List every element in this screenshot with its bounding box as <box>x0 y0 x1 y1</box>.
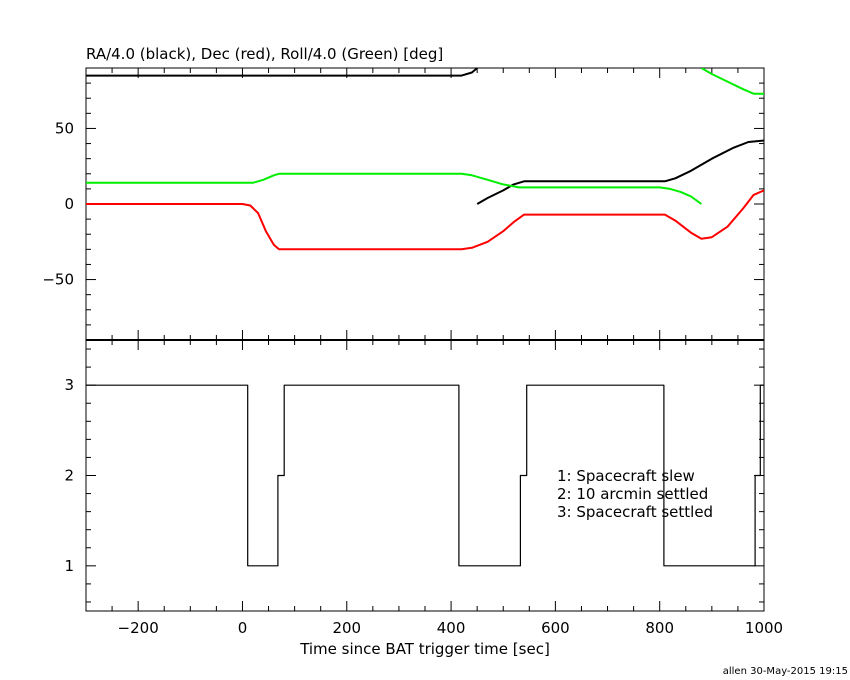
x-tick-label: 0 <box>238 619 248 637</box>
x-axis-label: Time since BAT trigger time [sec] <box>299 640 550 658</box>
top-axis-ticks <box>85 67 765 341</box>
series-line <box>700 68 764 95</box>
y-tick-label: 2 <box>64 467 74 485</box>
series-line <box>86 189 764 251</box>
top-chart-title: RA/4.0 (black), Dec (red), Roll/4.0 (Gre… <box>86 45 443 63</box>
y-tick-label: 0 <box>64 195 74 213</box>
series-line <box>86 68 478 77</box>
top-y-tick-labels: 50 0 −50 <box>42 119 74 288</box>
x-tick-label: 1000 <box>745 619 783 637</box>
x-tick-label: 400 <box>437 619 466 637</box>
y-tick-label: 50 <box>55 119 74 137</box>
y-tick-label: −50 <box>42 271 74 289</box>
x-tick-labels: −200 0 200 400 600 800 1000 <box>118 619 784 637</box>
series-line <box>86 384 764 567</box>
y-tick-label: 3 <box>64 376 74 394</box>
legend-item-slew: 1: Spacecraft slew <box>557 467 695 485</box>
legend-item-10arcmin: 2: 10 arcmin settled <box>557 485 708 503</box>
x-tick-label: 600 <box>541 619 570 637</box>
x-tick-label: 800 <box>645 619 674 637</box>
bottom-series-group <box>86 384 764 567</box>
bottom-axis-ticks <box>85 340 765 611</box>
legend: 1: Spacecraft slew 2: 10 arcmin settled … <box>557 467 713 521</box>
footer-credit: allen 30-May-2015 19:15 <box>723 666 848 677</box>
x-tick-label: −200 <box>118 619 159 637</box>
y-tick-label: 1 <box>64 557 74 575</box>
series-line <box>476 139 764 205</box>
legend-item-settled: 3: Spacecraft settled <box>557 503 713 521</box>
series-line <box>86 172 702 205</box>
x-tick-label: 200 <box>332 619 361 637</box>
top-series-group <box>86 68 764 251</box>
bottom-y-tick-labels: 3 2 1 <box>64 376 74 575</box>
